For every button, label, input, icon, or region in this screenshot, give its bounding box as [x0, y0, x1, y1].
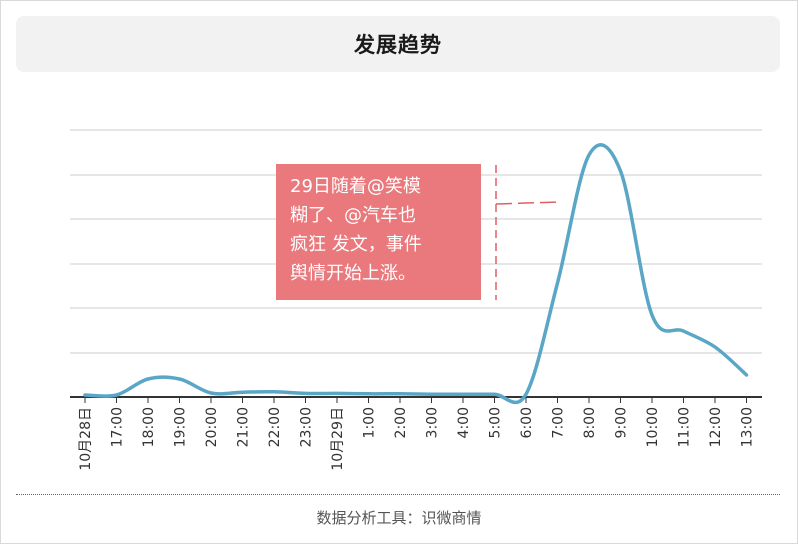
x-tick-label: 7:00 [551, 407, 567, 438]
x-tick-label: 13:00 [740, 407, 756, 447]
x-tick-label: 1:00 [362, 407, 378, 438]
annotation-line: 29日随着@笑模 [290, 176, 421, 197]
footer-divider [16, 494, 780, 495]
annotation-line: 疯狂 发文，事件 [290, 234, 422, 255]
data-point [115, 393, 119, 397]
data-point [367, 392, 371, 396]
data-point [587, 153, 591, 157]
data-point [524, 392, 528, 396]
x-tick-label: 20:00 [204, 407, 220, 447]
data-point [83, 393, 87, 397]
series-line [83, 143, 749, 405]
data-point [461, 392, 465, 396]
annotation-pointer [495, 201, 559, 205]
data-point [335, 391, 339, 395]
x-tick-label: 8:00 [582, 407, 598, 438]
data-point [209, 391, 213, 395]
data-point [493, 392, 497, 396]
x-tick-label: 5:00 [488, 407, 504, 438]
data-point [556, 281, 560, 285]
data-point [745, 373, 749, 377]
annotation-line: 糊了、@汽车也 [290, 205, 416, 226]
x-tick-label: 10月29日 [330, 407, 346, 471]
data-point [430, 392, 434, 396]
x-tick-label: 3:00 [425, 407, 441, 438]
x-tick-label: 22:00 [267, 407, 283, 447]
x-tick-label: 23:00 [299, 407, 315, 447]
data-point [650, 313, 654, 317]
data-point [241, 390, 245, 394]
x-tick-label: 11:00 [677, 407, 693, 447]
x-tick-label: 4:00 [456, 407, 472, 438]
data-point [619, 169, 623, 173]
data-point [682, 329, 686, 333]
annotation-box: 29日随着@笑模 糊了、@汽车也 疯狂 发文，事件 舆情开始上涨。 [276, 164, 481, 300]
data-point [146, 377, 150, 381]
x-tick-label: 18:00 [141, 407, 157, 447]
data-point [304, 391, 308, 395]
data-point [178, 377, 182, 381]
data-point [398, 392, 402, 396]
x-tick-label: 9:00 [614, 407, 630, 438]
x-tick-label: 10:00 [645, 407, 661, 447]
x-tick-label: 6:00 [519, 407, 535, 438]
x-tick-label: 21:00 [236, 407, 252, 447]
chart-title: 发展趋势 [354, 33, 442, 57]
title-bar: 发展趋势 [16, 16, 780, 72]
x-tick-label: 10月28日 [78, 407, 94, 471]
x-tick-label: 17:00 [110, 407, 126, 447]
x-tick-label: 19:00 [173, 407, 189, 447]
x-tick-label: 12:00 [708, 407, 724, 447]
x-tick-label: 2:00 [393, 407, 409, 438]
footer-credit: 数据分析工具：识微商情 [316, 509, 482, 527]
annotation-line: 舆情开始上涨。 [290, 263, 416, 284]
data-point [713, 345, 717, 349]
data-point [272, 390, 276, 394]
